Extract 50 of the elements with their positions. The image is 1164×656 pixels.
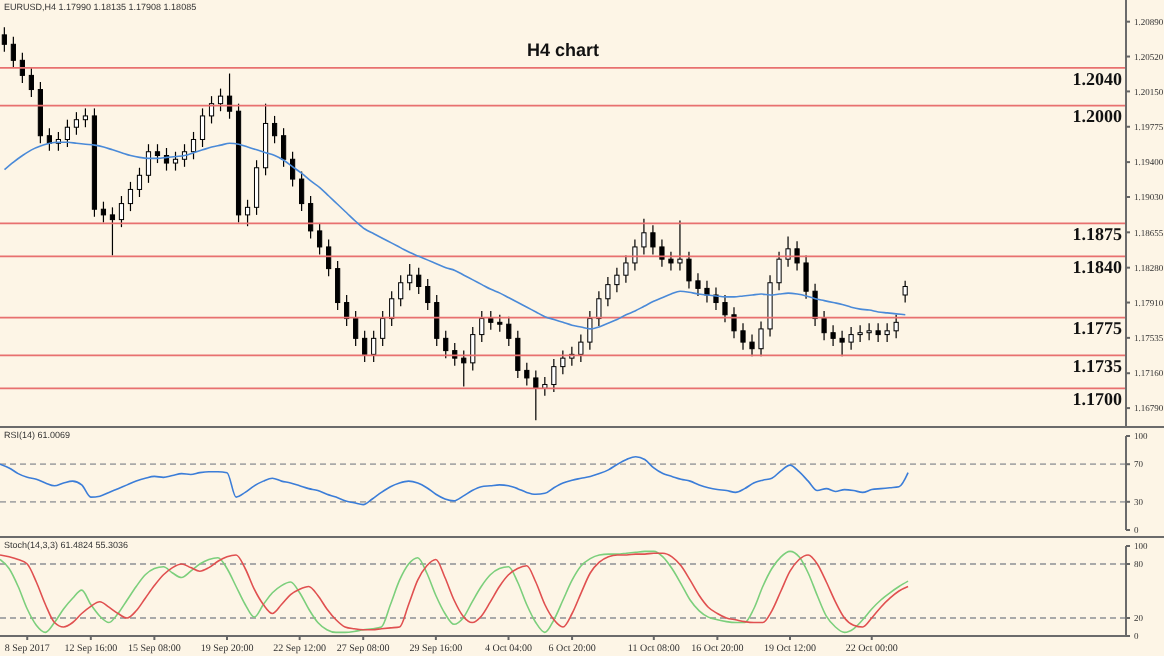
candlestick — [199, 107, 206, 148]
candlestick — [902, 280, 908, 304]
candlestick — [172, 151, 179, 172]
ref-line-label: 1.1840 — [1072, 257, 1123, 278]
candlestick — [326, 238, 332, 277]
candlestick — [425, 278, 431, 311]
candlestick — [37, 81, 43, 144]
ref-line-label: 1.2000 — [1072, 106, 1123, 127]
candlestick — [407, 263, 413, 291]
candlestick — [434, 294, 440, 347]
candlestick — [82, 107, 89, 128]
ref-line-label: 1.1775 — [1072, 318, 1123, 339]
ref-line-label: 1.1735 — [1072, 356, 1123, 377]
ref-line-label: 1.1875 — [1072, 224, 1123, 245]
candlestick — [380, 310, 386, 347]
candlestick — [73, 111, 80, 136]
candlestick — [118, 195, 125, 228]
candlestick — [136, 167, 143, 198]
candlestick — [190, 131, 197, 160]
candlestick — [443, 330, 449, 359]
candlestick — [217, 87, 224, 112]
candlestick — [127, 181, 134, 212]
text: H4 chart — [524, 40, 601, 60]
candlestick — [371, 330, 377, 363]
candlestick — [28, 67, 34, 98]
candlestick — [281, 127, 287, 168]
candlestick — [362, 330, 368, 363]
ref-line-label: 1.2040 — [1072, 68, 1123, 89]
candlestick — [226, 72, 233, 120]
candlestick — [308, 195, 314, 240]
candlestick — [109, 206, 116, 257]
candlestick — [64, 119, 71, 148]
candlestick — [10, 36, 16, 69]
candlestick — [299, 170, 305, 212]
candlestick — [154, 143, 161, 164]
ref-line-label: 1.1700 — [1072, 389, 1123, 410]
candlestick — [317, 222, 323, 256]
candlestick — [244, 199, 251, 227]
candlestick — [416, 267, 422, 295]
candlestick — [262, 103, 269, 176]
candlestick — [398, 274, 404, 307]
candlestick — [145, 143, 152, 184]
line-series — [0, 455, 909, 506]
candlestick — [208, 95, 215, 125]
candlestick — [100, 201, 107, 224]
candlestick — [271, 115, 278, 144]
candlestick — [1, 26, 7, 53]
candlestick — [335, 260, 341, 311]
candlestick — [253, 159, 260, 216]
candlestick — [353, 310, 359, 347]
